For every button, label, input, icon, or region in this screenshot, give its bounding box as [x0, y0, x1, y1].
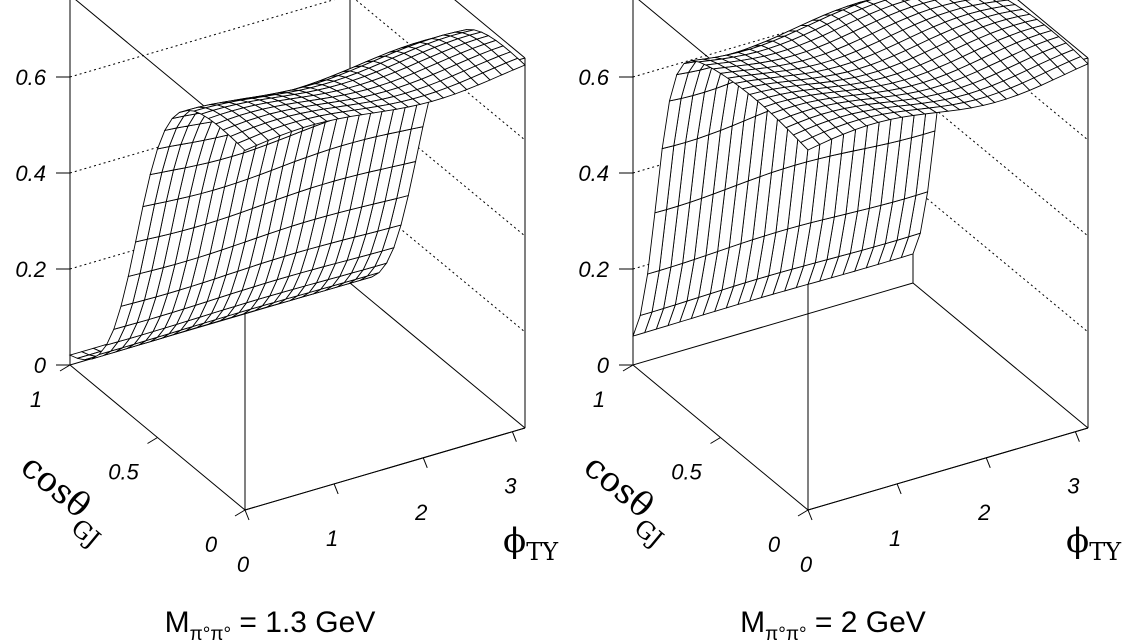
box-edge — [1017, 0, 1089, 59]
x-tick-mark — [333, 483, 339, 495]
y-tick-label: 0.5 — [671, 460, 702, 485]
y-tick-label: 0.5 — [108, 460, 139, 485]
y-axis-label: cosθGJ — [6, 446, 120, 553]
x-tick-label: 2 — [977, 500, 990, 525]
box-edge — [912, 282, 1089, 429]
y-tick-mark — [622, 364, 634, 372]
panel-caption: Mπ°π° = 2 GeV — [740, 606, 926, 643]
z-tick-label: 0 — [34, 353, 47, 378]
surface-mesh — [68, 29, 526, 361]
x-tick-label: 1 — [326, 526, 338, 551]
x-axis-label: ϕTY — [503, 521, 559, 566]
y-tick-label: 0 — [205, 532, 218, 557]
y-tick-mark — [710, 437, 721, 444]
z-tick-label: 0.4 — [15, 161, 46, 186]
z-tick-label: 0 — [597, 353, 610, 378]
z-tick-label: 0.2 — [15, 257, 46, 282]
x-tick-mark — [511, 431, 517, 442]
surface-cell — [799, 136, 821, 151]
box-edge — [349, 282, 526, 429]
box-edge-front — [244, 427, 526, 511]
surface-plot-panel-1: 0 0.2 0.4 0.6 0 0.5 1 0 1 2 3 cosθGJ ϕTY Mπ°π° = 1.3 … — [6, 0, 559, 643]
x-tick-mark — [985, 457, 991, 468]
z-tick-label: 0.6 — [578, 65, 609, 90]
y-tick-mark — [59, 364, 71, 372]
surface-cell — [236, 137, 258, 151]
surface-plot-panel-2: 0 0.2 0.4 0.6 0 0.5 1 0 1 2 3 cosθGJ ϕTY Mπ°π° = 2 Ge… — [569, 0, 1122, 643]
z-tick-label: 0.2 — [578, 257, 609, 282]
x-tick-mark — [807, 509, 813, 521]
x-tick-mark — [896, 483, 902, 495]
x-tick-label: 0 — [237, 552, 250, 577]
panel-caption: Mπ°π° = 1.3 GeV — [165, 606, 376, 643]
z-tick-label: 0.4 — [578, 161, 609, 186]
surface-mesh — [632, 0, 1089, 337]
y-tick-label: 1 — [593, 387, 605, 412]
y-tick-mark — [147, 437, 158, 444]
y-axis-label: cosθGJ — [569, 446, 683, 553]
x-tick-label: 1 — [889, 526, 901, 551]
box-edge-front — [807, 427, 1089, 511]
y-tick-label: 1 — [30, 387, 42, 412]
x-tick-label: 3 — [1067, 474, 1080, 499]
x-tick-label: 2 — [414, 500, 427, 525]
x-tick-mark — [422, 457, 428, 468]
x-tick-label: 3 — [504, 474, 517, 499]
y-tick-mark — [234, 509, 246, 517]
x-tick-mark — [1074, 431, 1080, 442]
x-axis-label: ϕTY — [1066, 521, 1122, 566]
z-tick-label: 0.6 — [15, 65, 46, 90]
x-tick-mark — [244, 509, 250, 521]
y-tick-label: 0 — [768, 532, 781, 557]
box-edge — [454, 0, 526, 59]
y-tick-mark — [797, 509, 809, 517]
x-tick-label: 0 — [800, 552, 813, 577]
box-edge — [632, 282, 914, 366]
